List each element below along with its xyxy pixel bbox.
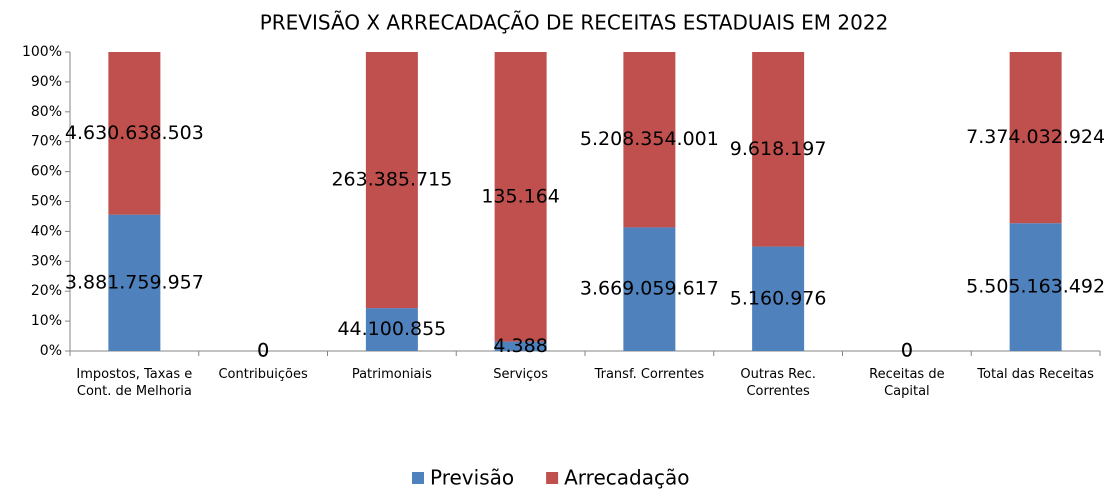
y-tick-label: 60% [31,164,62,180]
data-label: 135.164 [481,185,560,207]
bar [365,308,418,351]
data-label: 5.160.976 [730,287,827,309]
y-tick-label: 70% [31,134,62,150]
y-tick-label: 20% [31,283,62,299]
data-label: 0 [257,340,269,362]
legend-label: Previsão [430,466,514,490]
bar [623,227,676,351]
bar [623,52,676,228]
x-tick-label: Receitas de Capital [869,367,945,399]
y-tick-label: 90% [31,74,62,90]
data-label: 5.505.163.492 [966,276,1105,298]
bar [1009,223,1062,351]
bar [365,52,418,309]
x-tick-label: Transf. Correntes [594,367,705,382]
x-tick-label: Total das Receitas [977,367,1094,382]
x-tick-label: Serviços [493,367,549,382]
data-label: 3.669.059.617 [580,278,719,300]
y-tick-label: 100% [22,44,62,60]
bar [1009,52,1062,224]
y-tick-label: 50% [31,194,62,210]
data-label: 0 [901,340,913,362]
chart-title: PREVISÃO X ARRECADAÇÃO DE RECEITAS ESTAD… [260,11,889,35]
data-label: 263.385.715 [331,169,452,191]
data-label: 5.208.354.001 [580,128,719,150]
x-tick-label: Outras Rec. Correntes [740,367,816,399]
bar [494,52,547,342]
data-label: 3.881.759.957 [65,271,204,293]
data-label: 9.618.197 [730,138,827,160]
bar [752,246,805,351]
bar [752,52,805,247]
x-tick-label: Patrimoniais [351,367,432,382]
legend-label: Arrecadação [564,466,689,490]
x-tick-label: Contribuições [218,367,308,382]
data-label: 0 [901,340,913,362]
y-tick-label: 10% [31,313,62,329]
data-label: 7.374.032.924 [966,126,1105,148]
bar [494,341,547,351]
data-label: 4.388 [493,335,547,357]
y-tick-label: 0% [40,343,62,359]
data-label: 0 [257,340,269,362]
x-tick-label: Impostos, Taxas e Cont. de Melhoria [76,367,193,399]
y-tick-label: 40% [31,223,62,239]
bar [108,52,161,215]
y-tick-label: 80% [31,104,62,120]
data-label: 4.630.638.503 [65,122,204,144]
legend-swatch [546,472,559,484]
y-tick-label: 30% [31,253,62,269]
legend-swatch [412,472,424,484]
bar [108,214,161,351]
data-label: 44.100.855 [337,318,446,340]
